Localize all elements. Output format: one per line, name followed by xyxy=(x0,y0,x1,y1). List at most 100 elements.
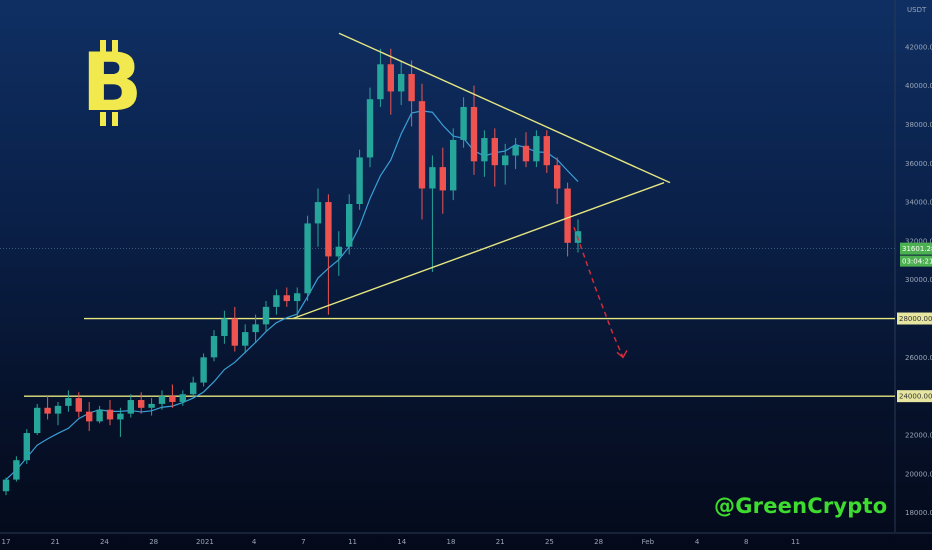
projection-path xyxy=(573,227,624,358)
candle-body xyxy=(543,136,550,166)
x-tick-label: 2021 xyxy=(196,538,214,546)
candle-body xyxy=(179,394,186,402)
x-tick-label: 24 xyxy=(100,538,109,546)
candle-body xyxy=(242,332,249,346)
candle-body xyxy=(117,413,124,420)
candle-body xyxy=(13,460,20,480)
candle-body xyxy=(564,188,571,243)
candle-body xyxy=(190,382,197,395)
candle-body xyxy=(75,398,82,412)
y-tick-label: 38000.00 xyxy=(905,121,932,129)
y-tick-label: 40000.00 xyxy=(905,82,932,90)
candle-body xyxy=(491,138,498,166)
candle-body xyxy=(356,157,363,205)
y-tick-label: 18000.00 xyxy=(905,509,932,517)
level-price-label: 28000.00 xyxy=(899,315,932,323)
level-price-label: 24000.00 xyxy=(899,393,932,401)
candle-body xyxy=(387,64,394,92)
y-tick-label: 34000.00 xyxy=(905,199,932,207)
candle-body xyxy=(23,433,30,461)
candle-body xyxy=(512,145,519,156)
candle-body xyxy=(450,139,457,191)
x-tick-label: 4 xyxy=(695,538,700,546)
triangle-upper-line xyxy=(338,32,671,184)
candle-body xyxy=(325,202,332,257)
candle-body xyxy=(366,99,374,158)
y-tick-label: 32000.00 xyxy=(905,237,932,245)
x-tick-label: 7 xyxy=(301,538,305,546)
x-tick-label: 17 xyxy=(2,538,11,546)
candle-body xyxy=(429,167,436,189)
y-tick-label: 26000.00 xyxy=(905,354,932,362)
last-price-label: 31601.28 xyxy=(902,245,932,253)
y-unit-label: USDT xyxy=(907,6,927,14)
watermark-text: @GreenCrypto xyxy=(714,494,888,518)
candle-body xyxy=(460,106,467,140)
candle-body xyxy=(314,202,322,224)
candle-body xyxy=(439,167,446,191)
x-tick-label: 11 xyxy=(791,538,800,546)
candle-body xyxy=(522,145,530,162)
x-tick-label: 28 xyxy=(594,538,603,546)
candle-body xyxy=(127,400,134,414)
candle-body xyxy=(54,405,62,414)
candle-body xyxy=(86,411,93,422)
countdown-tag xyxy=(900,255,932,267)
candle-body xyxy=(221,318,228,336)
level-price-tag xyxy=(897,312,932,325)
x-tick-label: 11 xyxy=(348,538,357,546)
countdown-label: 03:04:21 xyxy=(902,258,932,266)
candle-body xyxy=(377,64,384,100)
candle-body xyxy=(65,398,72,406)
candle-body xyxy=(346,204,353,247)
candle-body xyxy=(273,295,280,307)
candle-body xyxy=(34,407,41,434)
y-tick-label: 22000.00 xyxy=(905,431,932,439)
moving-average-line xyxy=(5,110,579,481)
candle-body xyxy=(210,335,218,358)
candle-body xyxy=(398,73,405,92)
y-tick-label: 20000.00 xyxy=(905,470,932,478)
x-tick-label: 8 xyxy=(744,538,748,546)
candle-body xyxy=(158,396,166,404)
candle-body xyxy=(533,136,540,162)
x-tick-label: 21 xyxy=(496,538,505,546)
y-tick-label: 36000.00 xyxy=(905,160,932,168)
candle-body xyxy=(44,407,51,414)
candle-body xyxy=(96,409,103,422)
x-tick-label: 18 xyxy=(447,538,456,546)
candle-body xyxy=(554,165,561,189)
candle-body xyxy=(106,409,114,420)
candle-body xyxy=(138,400,145,408)
candle-body xyxy=(481,138,488,162)
x-tick-label: 4 xyxy=(252,538,257,546)
x-tick-label: 21 xyxy=(51,538,60,546)
candle-body xyxy=(283,295,290,302)
candle-body xyxy=(169,396,176,402)
x-tick-label: Feb xyxy=(642,538,655,546)
y-tick-label: 30000.00 xyxy=(905,276,932,284)
x-tick-label: 28 xyxy=(149,538,158,546)
candle-body xyxy=(418,101,426,189)
level-price-tag xyxy=(897,390,932,403)
x-tick-label: 14 xyxy=(397,538,406,546)
candle-body xyxy=(335,246,342,257)
candle-body xyxy=(502,155,509,166)
candle-body xyxy=(148,403,155,408)
candle-body xyxy=(304,223,311,294)
triangle-lower-line xyxy=(292,182,665,320)
candle-body xyxy=(231,318,238,346)
candle-body xyxy=(470,106,478,162)
candle-body xyxy=(252,324,259,333)
candle-body xyxy=(294,293,301,302)
candle-body xyxy=(262,306,270,325)
candle-body xyxy=(2,479,10,492)
candle-body xyxy=(408,73,415,102)
x-tick-label: 25 xyxy=(545,538,554,546)
last-price-tag xyxy=(900,242,932,255)
projection-arrowhead xyxy=(616,349,628,359)
y-tick-label: 42000.00 xyxy=(905,43,932,51)
candle-body xyxy=(200,357,207,383)
